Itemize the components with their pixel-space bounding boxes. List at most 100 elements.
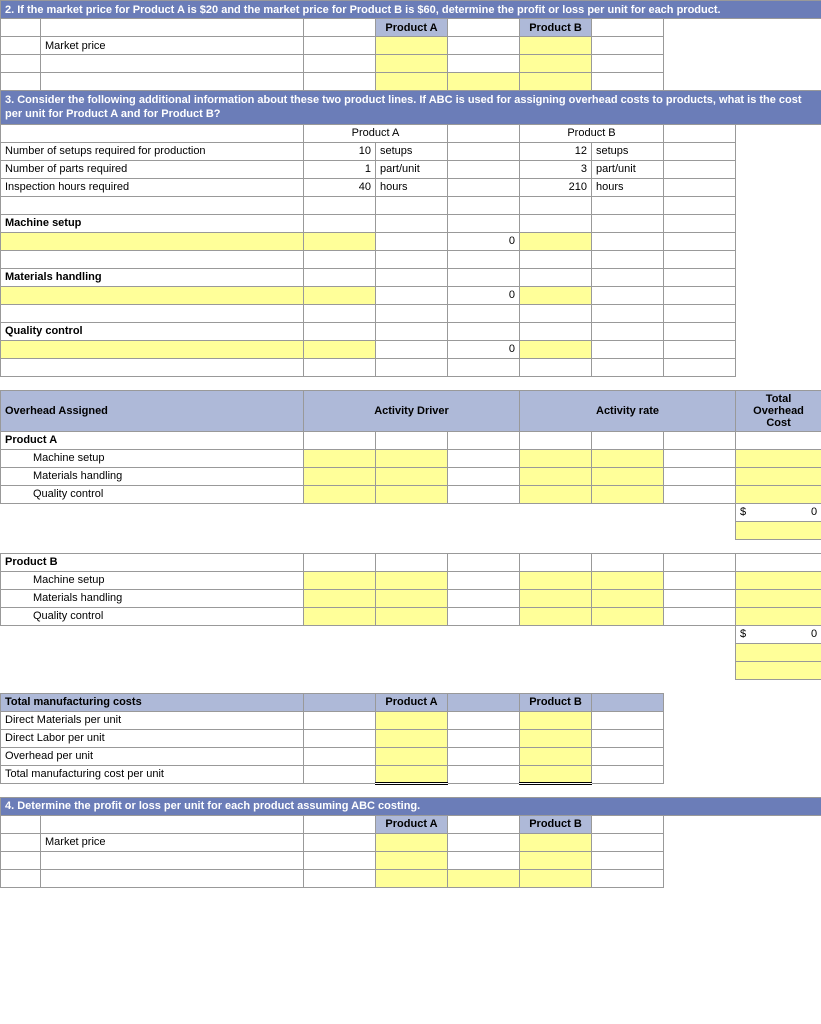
- tmc-3-b[interactable]: [520, 765, 592, 783]
- oa-b-1-c[interactable]: [304, 589, 376, 607]
- q4-col-a: Product A: [376, 815, 448, 833]
- q2-input-a2[interactable]: [376, 55, 448, 73]
- tmc-3-a[interactable]: [376, 765, 448, 783]
- q3-prompt: 3. Consider the following additional inf…: [1, 91, 821, 125]
- oa-b-total: $0: [736, 625, 821, 643]
- q4-input-a2[interactable]: [376, 851, 448, 869]
- oa-b-extra[interactable]: [736, 643, 821, 661]
- input-ms-f[interactable]: [520, 232, 592, 250]
- tmc-0-a[interactable]: [376, 711, 448, 729]
- oa-a-2-c[interactable]: [304, 485, 376, 503]
- worksheet-table: 2. If the market price for Product A is …: [0, 0, 821, 888]
- oa-b-2-c[interactable]: [304, 607, 376, 625]
- q3-row-setups: Number of setups required for production…: [1, 142, 821, 160]
- oa-b-1-f[interactable]: [520, 589, 592, 607]
- oa-product-a: Product A: [1, 431, 304, 449]
- q4-input-b3[interactable]: [520, 869, 592, 887]
- oa-b-2-f[interactable]: [520, 607, 592, 625]
- oa-a-1-c[interactable]: [304, 467, 376, 485]
- oa-a-0-c[interactable]: [304, 449, 376, 467]
- oa-b-0-f[interactable]: [520, 571, 592, 589]
- tmc-row-2: Overhead per unit: [1, 747, 304, 765]
- q3-row-inspection: Inspection hours required 40 hours 210 h…: [1, 178, 821, 196]
- oa-b-1-g[interactable]: [592, 589, 664, 607]
- input-mh-label[interactable]: [1, 286, 304, 304]
- tmc-2-b[interactable]: [520, 747, 592, 765]
- oa-a-1-i[interactable]: [736, 467, 821, 485]
- tmc-1-b[interactable]: [520, 729, 592, 747]
- oa-b-1-d[interactable]: [376, 589, 448, 607]
- oa-rate: Activity rate: [520, 390, 736, 431]
- section-materials-handling: Materials handling: [1, 268, 304, 286]
- tmc-col-b: Product B: [520, 693, 592, 711]
- oa-b-item-0: Machine setup: [1, 571, 304, 589]
- oa-a-2-i[interactable]: [736, 485, 821, 503]
- input-mh-f[interactable]: [520, 286, 592, 304]
- oa-a-total: $0: [736, 503, 821, 521]
- input-ms-c[interactable]: [304, 232, 376, 250]
- q2-input-a3[interactable]: [376, 73, 448, 91]
- tmc-2-a[interactable]: [376, 747, 448, 765]
- tmc-title: Total manufacturing costs: [1, 693, 304, 711]
- input-qc-label[interactable]: [1, 340, 304, 358]
- tmc-0-b[interactable]: [520, 711, 592, 729]
- section-machine-setup: Machine setup: [1, 214, 304, 232]
- oa-product-b: Product B: [1, 553, 304, 571]
- oa-b-extra2[interactable]: [736, 661, 821, 679]
- input-ms-label[interactable]: [1, 232, 304, 250]
- q2-market-price-label: Market price: [41, 37, 304, 55]
- q2-col-b: Product B: [520, 19, 592, 37]
- q2-col-a: Product A: [376, 19, 448, 37]
- oa-a-0-g[interactable]: [592, 449, 664, 467]
- oa-a-0-f[interactable]: [520, 449, 592, 467]
- q4-col-b: Product B: [520, 815, 592, 833]
- tmc-1-a[interactable]: [376, 729, 448, 747]
- oa-a-item-2: Quality control: [1, 485, 304, 503]
- oa-b-2-d[interactable]: [376, 607, 448, 625]
- q2-input-b3[interactable]: [520, 73, 592, 91]
- oa-b-item-1: Materials handling: [1, 589, 304, 607]
- input-qc-f[interactable]: [520, 340, 592, 358]
- oa-a-1-f[interactable]: [520, 467, 592, 485]
- q4-input-b2[interactable]: [520, 851, 592, 869]
- q2-input-mid[interactable]: [448, 73, 520, 91]
- val-mh: 0: [448, 286, 520, 304]
- oa-a-item-0: Machine setup: [1, 449, 304, 467]
- input-qc-c[interactable]: [304, 340, 376, 358]
- q4-input-b[interactable]: [520, 833, 592, 851]
- q2-prompt: 2. If the market price for Product A is …: [1, 1, 821, 19]
- q4-input-mid[interactable]: [448, 869, 520, 887]
- q4-market-price-label: Market price: [41, 833, 304, 851]
- oa-total: Total Overhead Cost: [736, 390, 821, 431]
- oa-a-extra[interactable]: [736, 521, 821, 539]
- oa-a-2-f[interactable]: [520, 485, 592, 503]
- oa-b-0-c[interactable]: [304, 571, 376, 589]
- q2-input-a[interactable]: [376, 37, 448, 55]
- q4-prompt: 4. Determine the profit or loss per unit…: [1, 797, 821, 815]
- oa-b-item-2: Quality control: [1, 607, 304, 625]
- oa-b-0-g[interactable]: [592, 571, 664, 589]
- oa-a-1-g[interactable]: [592, 467, 664, 485]
- oa-b-2-i[interactable]: [736, 607, 821, 625]
- oa-b-0-i[interactable]: [736, 571, 821, 589]
- oa-a-0-i[interactable]: [736, 449, 821, 467]
- q4-input-a[interactable]: [376, 833, 448, 851]
- q3-hdr-b: Product B: [520, 124, 664, 142]
- input-mh-c[interactable]: [304, 286, 376, 304]
- val-qc: 0: [448, 340, 520, 358]
- q2-input-b[interactable]: [520, 37, 592, 55]
- oa-driver: Activity Driver: [304, 390, 520, 431]
- oa-a-2-g[interactable]: [592, 485, 664, 503]
- q3-hdr-a: Product A: [304, 124, 448, 142]
- oa-b-2-g[interactable]: [592, 607, 664, 625]
- oa-a-1-d[interactable]: [376, 467, 448, 485]
- oa-a-0-d[interactable]: [376, 449, 448, 467]
- oa-title: Overhead Assigned: [1, 390, 304, 431]
- val-ms: 0: [448, 232, 520, 250]
- q4-input-a3[interactable]: [376, 869, 448, 887]
- section-quality-control: Quality control: [1, 322, 304, 340]
- q2-input-b2[interactable]: [520, 55, 592, 73]
- oa-b-0-d[interactable]: [376, 571, 448, 589]
- oa-a-2-d[interactable]: [376, 485, 448, 503]
- oa-b-1-i[interactable]: [736, 589, 821, 607]
